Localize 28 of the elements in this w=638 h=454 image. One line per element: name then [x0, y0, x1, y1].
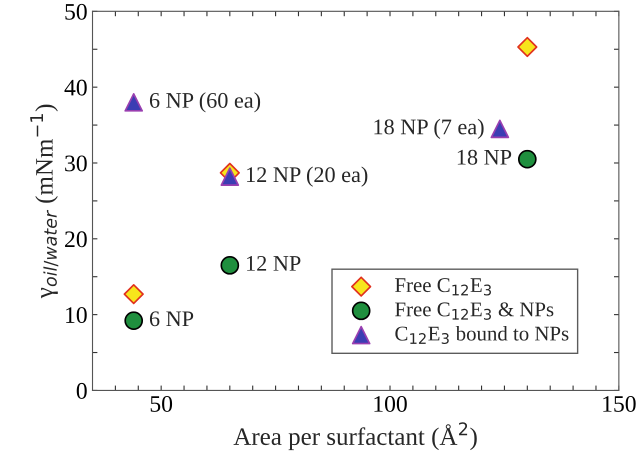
annotation: 6 NP (60 ea) [150, 92, 260, 112]
point [124, 311, 144, 330]
annotation: 6 NP [150, 311, 194, 326]
y-tick-label: 20 [65, 231, 87, 248]
x-axis-title: Area per surfactant (Å$^{2}$) [234, 422, 477, 450]
point [518, 150, 537, 169]
y-tick-label: 40 [64, 80, 87, 96]
legend-label: Free C$_{12}$E$_{3}$ & NPs [395, 302, 554, 320]
legend-label: Free C$_{12}$E$_{3}$ [395, 278, 491, 296]
point [220, 167, 240, 186]
point [124, 92, 144, 112]
y-axis-title: γ$_{oil/water}$ (mNm$^{−1}$) [30, 104, 58, 298]
annotation: 12 NP [247, 256, 300, 271]
annotation: 18 NP [458, 150, 512, 165]
point [490, 120, 510, 138]
annotation: 18 NP (7 ea) [374, 118, 484, 139]
y-tick-label: 0 [76, 382, 87, 399]
x-tick-label: 50 [150, 396, 172, 412]
point [517, 36, 538, 58]
annotation: 12 NP (20 ea) [247, 166, 368, 187]
x-tick-label: 150 [603, 396, 636, 412]
y-tick-label: 30 [65, 155, 87, 172]
x-tick-label: 100 [374, 396, 407, 412]
legend-label: C$_{12}$E$_{3}$ bound to NPs [395, 326, 568, 344]
point [124, 284, 144, 304]
y-tick-label: 50 [65, 4, 87, 20]
y-tick-label: 10 [66, 307, 87, 324]
point [220, 256, 240, 275]
